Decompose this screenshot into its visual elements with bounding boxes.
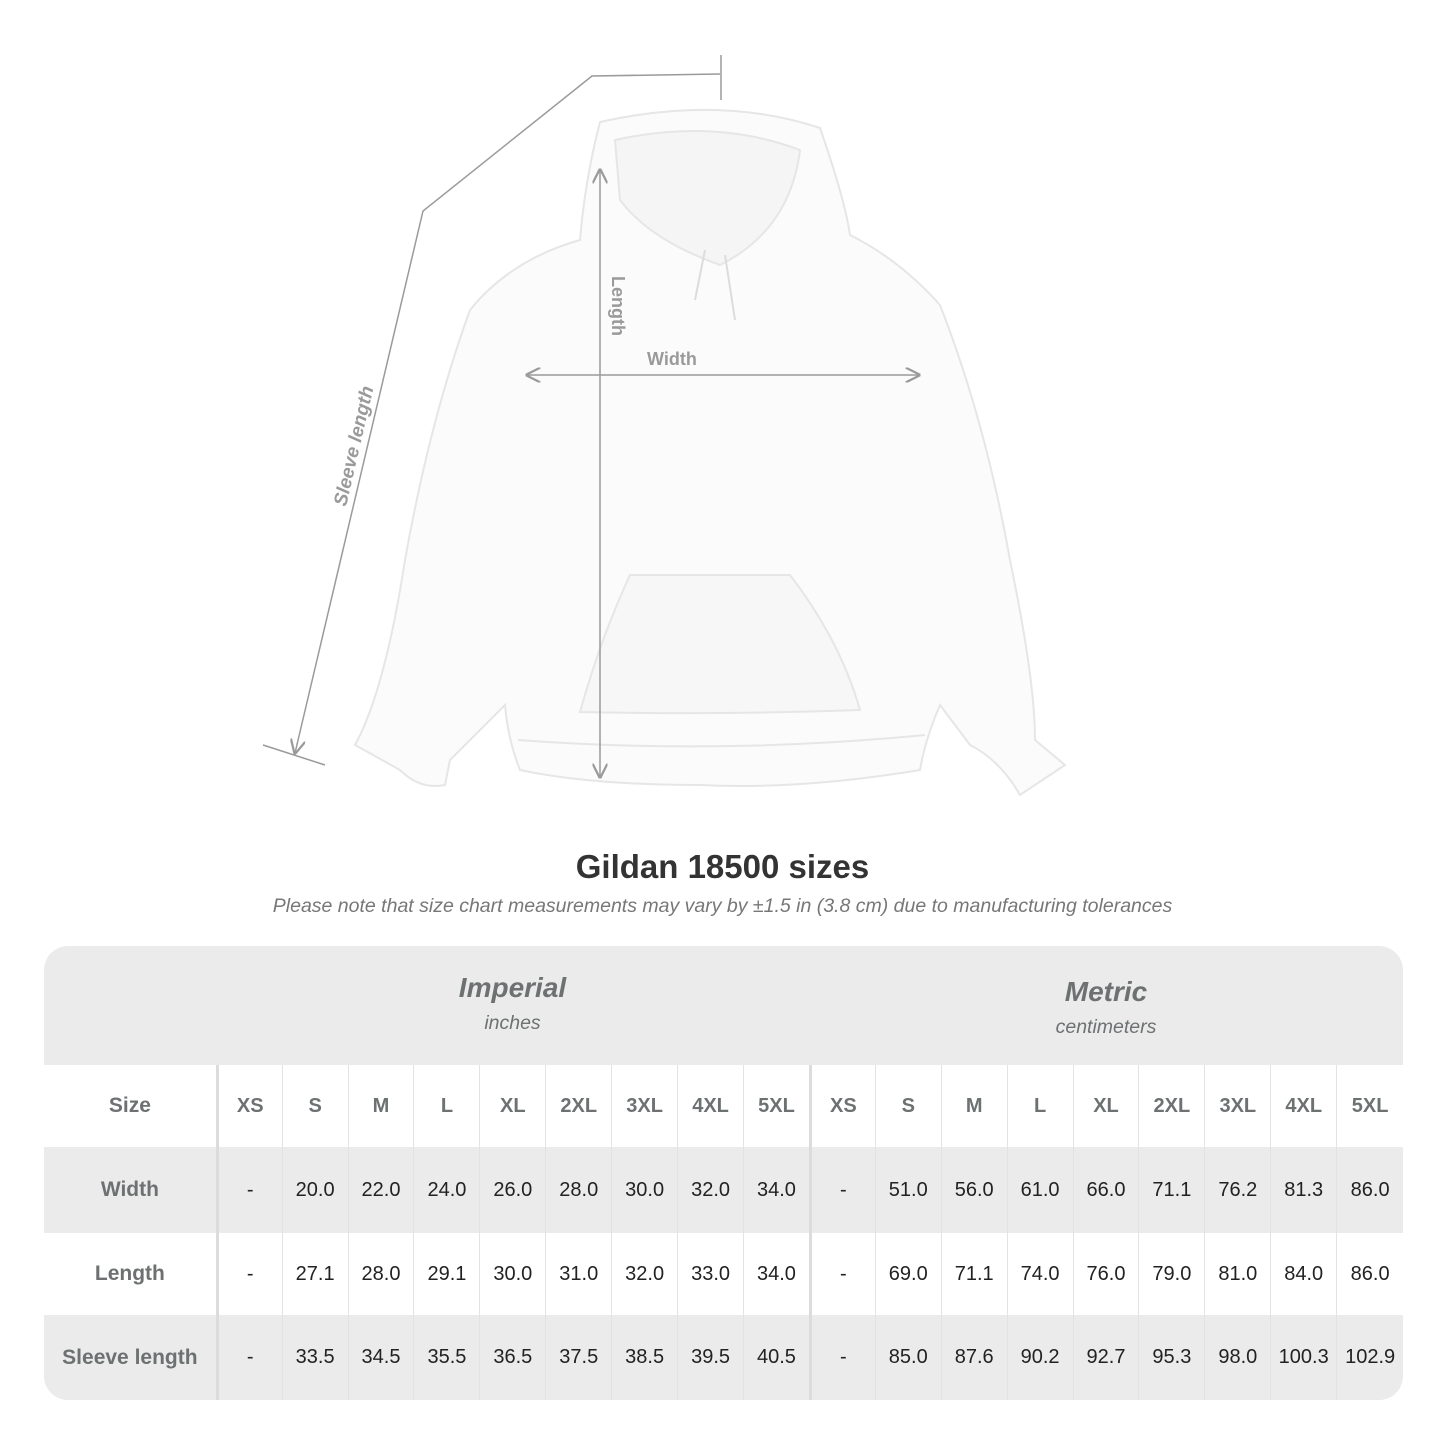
value-cell: 20.0	[281, 1147, 348, 1233]
value-cell: 102.9	[1336, 1315, 1403, 1400]
metric-title: Metric	[1064, 976, 1148, 1007]
value-cell: 40.5	[743, 1315, 809, 1400]
value-cell: 100.3	[1270, 1315, 1336, 1400]
row-label: Sleeve length	[62, 1345, 198, 1369]
size-header: 5XL	[1336, 1065, 1403, 1147]
table-row: Width -20.0 22.0 24.0 26.0 28.0 30.0 32.0 34.0-5…	[44, 1147, 1403, 1233]
value-cell: 30.0	[479, 1233, 545, 1315]
size-table: Imperial inches Metric centimeters Size X…	[44, 946, 1403, 1400]
value-cell: 76.0	[1072, 1233, 1139, 1315]
size-header: L	[1006, 1065, 1073, 1147]
value-cell: 66.0	[1072, 1147, 1139, 1233]
value-cell: 26.0	[479, 1147, 545, 1233]
tolerance-note: Please note that size chart measurements…	[272, 895, 1173, 917]
value-cell: 29.1	[413, 1233, 479, 1315]
value-cell: 33.0	[677, 1233, 743, 1315]
value-cell: 86.0	[1336, 1233, 1403, 1315]
metric-unit: centimeters	[1055, 1016, 1157, 1038]
value-cell: 27.1	[281, 1233, 348, 1315]
value-cell: 71.1	[940, 1233, 1007, 1315]
value-cell: -	[808, 1233, 875, 1315]
row-label: Width	[100, 1178, 159, 1201]
value-cell: 28.0	[347, 1233, 414, 1315]
hoodie-illustration: Length Width Sleeve length	[262, 55, 1067, 797]
size-header: XS	[215, 1065, 282, 1147]
row-label: Length	[94, 1262, 165, 1285]
value-cell: -	[215, 1233, 282, 1315]
value-cell: 32.0	[677, 1147, 743, 1233]
value-cell: 87.6	[940, 1315, 1007, 1400]
size-header-row: Size XS S M L XL 2XL 3XL 4XL 5XL XS S M L XL 2XL 3XL 4XL 5…	[44, 1065, 1403, 1147]
size-header: 2XL	[545, 1065, 611, 1147]
value-cell: 85.0	[874, 1315, 941, 1400]
value-cell: 35.5	[413, 1315, 479, 1400]
value-cell: 95.3	[1138, 1315, 1204, 1400]
value-cell: 84.0	[1270, 1233, 1336, 1315]
imperial-header: Imperial inches	[216, 946, 809, 1065]
value-cell: 56.0	[940, 1147, 1007, 1233]
value-cell: 24.0	[413, 1147, 479, 1233]
imperial-unit: inches	[484, 1012, 541, 1034]
size-header: 3XL	[1204, 1065, 1270, 1147]
size-header: 5XL	[743, 1065, 809, 1147]
size-header: L	[413, 1065, 479, 1147]
value-cell: 71.1	[1138, 1147, 1204, 1233]
hoodie-image	[353, 108, 1067, 797]
value-cell: 39.5	[677, 1315, 743, 1400]
size-header: 4XL	[677, 1065, 743, 1147]
size-header: 4XL	[1270, 1065, 1336, 1147]
table-row: Sleeve length -33.5 34.5 35.5 36.5 37.5 38.5 39…	[44, 1315, 1403, 1400]
value-cell: 98.0	[1204, 1315, 1270, 1400]
value-cell: 51.0	[874, 1147, 941, 1233]
size-header: 2XL	[1138, 1065, 1204, 1147]
value-cell: 86.0	[1336, 1147, 1403, 1233]
value-cell: -	[808, 1315, 875, 1400]
imperial-title: Imperial	[458, 972, 567, 1003]
length-label: Length	[608, 276, 628, 336]
size-header: 3XL	[611, 1065, 677, 1147]
size-header: S	[874, 1065, 941, 1147]
size-header: M	[347, 1065, 414, 1147]
value-cell: 81.0	[1204, 1233, 1270, 1315]
metric-header: Metric centimeters	[809, 950, 1403, 1069]
value-cell: -	[808, 1147, 875, 1233]
value-cell: 38.5	[611, 1315, 677, 1400]
value-cell: 74.0	[1006, 1233, 1073, 1315]
sleeve-length-label: Sleeve length	[330, 384, 378, 508]
value-cell: 92.7	[1072, 1315, 1139, 1400]
table-row: Length -27.1 28.0 29.1 30.0 31.0 32.0 33.0 34.0-…	[44, 1233, 1403, 1315]
value-cell: 76.2	[1204, 1147, 1270, 1233]
row-label: Size	[108, 1094, 151, 1117]
value-cell: 34.0	[743, 1147, 809, 1233]
value-cell: -	[215, 1315, 282, 1400]
value-cell: 90.2	[1006, 1315, 1073, 1400]
sleeve-end-tick	[262, 744, 326, 766]
value-cell: 22.0	[347, 1147, 414, 1233]
value-cell: 34.5	[347, 1315, 414, 1400]
value-cell: 28.0	[545, 1147, 611, 1233]
value-cell: 61.0	[1006, 1147, 1073, 1233]
value-cell: 34.0	[743, 1233, 809, 1315]
sleeve-length-line	[295, 73, 721, 753]
size-header: XL	[479, 1065, 545, 1147]
value-cell: 37.5	[545, 1315, 611, 1400]
value-cell: 33.5	[281, 1315, 348, 1400]
value-cell: -	[215, 1147, 282, 1233]
value-cell: 36.5	[479, 1315, 545, 1400]
value-cell: 31.0	[545, 1233, 611, 1315]
width-label: Width	[647, 349, 697, 369]
value-cell: 69.0	[874, 1233, 941, 1315]
size-header: XL	[1072, 1065, 1139, 1147]
value-cell: 79.0	[1138, 1233, 1204, 1315]
value-cell: 30.0	[611, 1147, 677, 1233]
value-cell: 81.3	[1270, 1147, 1336, 1233]
size-header: XS	[808, 1065, 875, 1147]
value-cell: 32.0	[611, 1233, 677, 1315]
size-header: M	[940, 1065, 1007, 1147]
size-header: S	[281, 1065, 348, 1147]
page-title: Gildan 18500 sizes	[575, 848, 870, 885]
